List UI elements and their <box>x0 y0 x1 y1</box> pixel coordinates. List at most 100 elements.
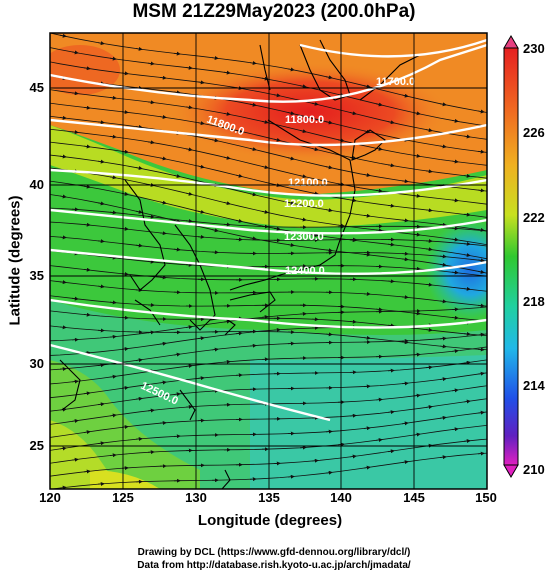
flow-arrow <box>147 61 155 66</box>
flow-arrow <box>287 156 295 161</box>
flow-arrow <box>363 335 371 340</box>
flow-arrow <box>363 426 371 431</box>
flow-arrow <box>159 341 167 346</box>
flow-arrow <box>211 347 219 352</box>
colorbar <box>503 35 519 478</box>
y-tick-40: 40 <box>29 177 44 192</box>
flow-arrow <box>363 213 371 218</box>
flow-arrow <box>425 128 433 133</box>
flow-arrow <box>451 159 459 164</box>
streamline <box>50 398 487 438</box>
flow-arrow <box>425 282 433 287</box>
flow-arrow <box>401 179 409 184</box>
flow-arrow <box>135 436 143 441</box>
flow-arrow <box>363 84 371 89</box>
flow-arrow <box>425 208 433 213</box>
flow-arrow <box>97 239 105 244</box>
x-tick-140: 140 <box>330 490 352 505</box>
flow-arrow <box>109 255 117 260</box>
flow-arrow <box>425 247 433 252</box>
flow-arrow <box>197 209 205 214</box>
flow-arrow <box>273 226 281 231</box>
flow-arrow <box>425 169 433 174</box>
flow-arrow <box>439 144 447 149</box>
flow-arrow <box>375 188 383 193</box>
flow-arrow <box>375 307 383 312</box>
flow-arrow <box>59 325 67 330</box>
flow-arrow <box>197 164 205 169</box>
flow-arrow <box>273 93 281 98</box>
flow-arrow <box>159 156 167 161</box>
flow-arrow <box>159 114 167 119</box>
flow-arrow <box>311 147 319 152</box>
flow-arrow <box>59 33 67 38</box>
streamline <box>50 33 487 113</box>
streamline <box>50 372 487 412</box>
flow-arrow <box>463 241 471 246</box>
flow-arrow <box>185 219 193 224</box>
flow-arrow <box>173 352 181 357</box>
flow-arrow <box>97 441 105 446</box>
colorbar-tick-226: 226 <box>523 125 545 140</box>
colorbar-tick-210: 210 <box>523 462 545 477</box>
flow-arrow <box>97 201 105 206</box>
flow-arrow <box>401 218 409 223</box>
x-tick-125: 125 <box>112 490 134 505</box>
flow-arrow <box>249 61 257 66</box>
coastline <box>59 39 421 489</box>
flow-arrow <box>311 233 319 238</box>
flow-arrow <box>211 228 219 233</box>
flow-arrow <box>159 275 167 280</box>
flow-arrow <box>109 56 117 61</box>
flow-arrow <box>375 102 383 107</box>
flow-arrow <box>211 138 219 143</box>
y-tick-45: 45 <box>29 80 44 95</box>
colorbar-tick-230: 230 <box>523 41 545 56</box>
flow-arrow <box>59 485 67 489</box>
flow-arrow <box>109 175 117 180</box>
streamline <box>50 194 487 274</box>
flow-arrow <box>261 209 269 214</box>
flow-arrow <box>173 174 181 178</box>
flow-arrow <box>59 154 67 159</box>
flow-arrow <box>401 93 409 98</box>
flow-arrow <box>83 144 91 149</box>
flow-arrow <box>71 130 79 135</box>
colorbar-tick-222: 222 <box>523 210 545 225</box>
flow-arrow <box>299 217 307 222</box>
flow-arrow <box>83 312 91 317</box>
flow-arrow <box>197 234 205 239</box>
flow-arrow <box>413 111 421 116</box>
flow-arrow <box>249 147 257 152</box>
flow-arrow <box>159 231 167 236</box>
flow-arrow <box>349 413 357 418</box>
contour-label-11800-b: 11800.0 <box>285 114 324 126</box>
flow-arrow <box>197 121 205 126</box>
flow-arrow <box>463 360 471 365</box>
flow-arrow <box>235 331 243 336</box>
flow-arrow <box>439 336 447 341</box>
flow-arrow <box>387 120 395 125</box>
flow-arrow <box>477 451 485 456</box>
flow-arrow <box>413 232 421 237</box>
y-tick-25: 25 <box>29 438 44 453</box>
contour-label-12200: 12200.0 <box>284 198 324 210</box>
streamline <box>50 235 487 262</box>
streamline <box>50 411 487 451</box>
flow-arrow <box>387 242 395 247</box>
flow-arrow <box>299 174 307 179</box>
contour-label-12100: 12100.0 <box>288 177 328 189</box>
flow-arrow <box>71 91 79 96</box>
flow-arrow <box>135 166 143 170</box>
streamline <box>50 61 487 140</box>
flow-arrow <box>197 336 205 341</box>
streamline <box>50 265 487 292</box>
flow-arrow <box>463 212 471 217</box>
flow-arrow <box>439 344 447 349</box>
flow-arrow <box>451 270 459 275</box>
flow-arrow <box>59 194 67 199</box>
flow-arrow <box>463 173 471 178</box>
credit-data: Data from http://database.rish.kyoto-u.a… <box>137 560 411 571</box>
flow-arrow <box>159 380 167 385</box>
